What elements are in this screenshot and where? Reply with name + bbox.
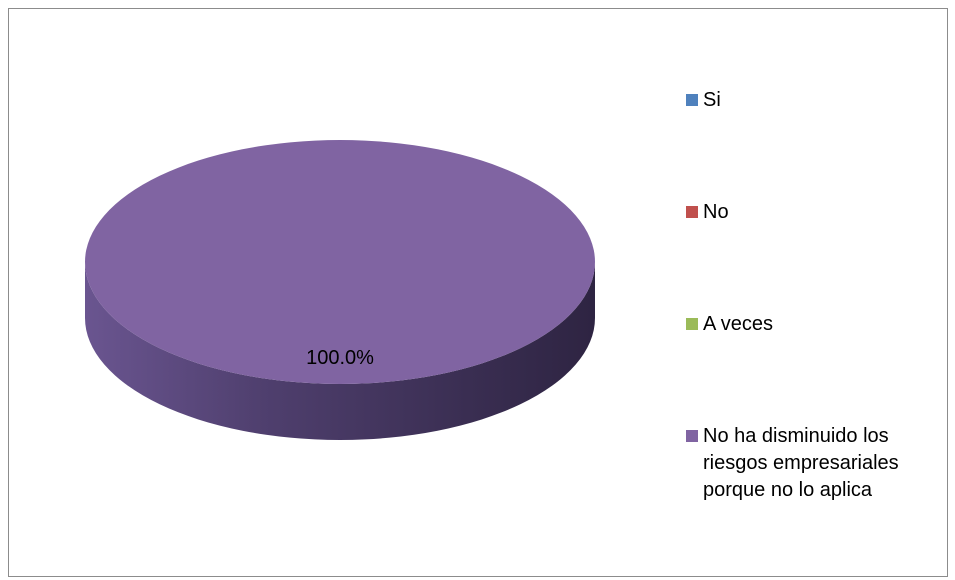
legend-item-no-ha-disminuido: No ha disminuido los riesgos empresarial… bbox=[686, 423, 953, 504]
legend-item-a-veces: A veces bbox=[686, 311, 943, 338]
legend-label-no-ha-disminuido: No ha disminuido los riesgos empresarial… bbox=[703, 425, 899, 501]
pie-slice-side bbox=[85, 262, 595, 440]
legend-swatch-no bbox=[686, 206, 698, 218]
legend-label-si: Si bbox=[703, 89, 721, 111]
legend-swatch-a-veces bbox=[686, 318, 698, 330]
legend-item-si: Si bbox=[686, 87, 943, 114]
pie-slice-no-ha-disminuido bbox=[85, 140, 595, 384]
legend-label-no: No bbox=[703, 201, 729, 223]
data-label-no-ha-disminuido: 100.0% bbox=[306, 347, 374, 369]
legend-swatch-si bbox=[686, 94, 698, 106]
legend-item-no: No bbox=[686, 199, 943, 226]
legend-swatch-no-ha-disminuido bbox=[686, 430, 698, 442]
legend-label-a-veces: A veces bbox=[703, 313, 774, 335]
